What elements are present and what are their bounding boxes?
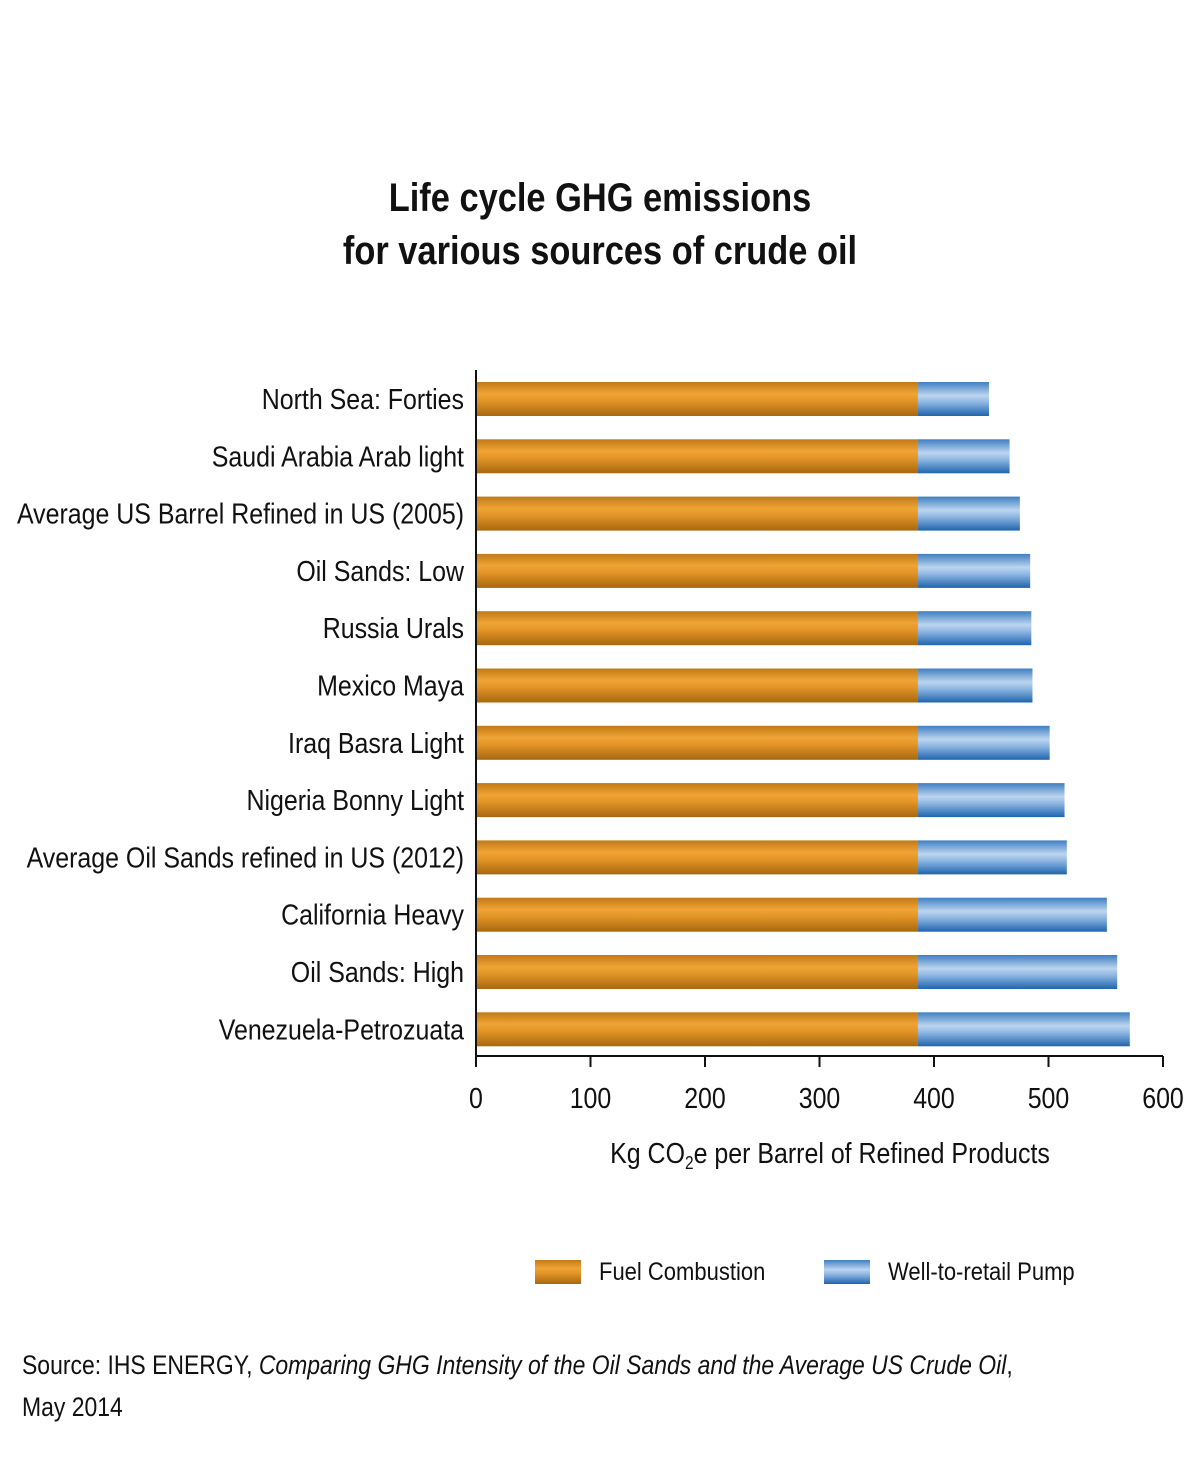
bar-fuel-combustion-oil-sands-low xyxy=(476,553,918,588)
x-tick-label-400: 400 xyxy=(913,1082,955,1114)
bar-fuel-combustion-mexico-maya xyxy=(476,668,918,703)
category-label-nigeria-bonny-light: Nigeria Bonny Light xyxy=(246,784,464,816)
bar-well-to-retail-pump-nigeria-bonny-light xyxy=(917,783,1065,818)
x-axis: 0 100 200 300 400 500 600 xyxy=(469,1055,1184,1114)
bar-well-to-retail-pump-average-oil-sands-refined-in-us-2012 xyxy=(917,840,1067,875)
bar-fuel-combustion-california-heavy xyxy=(476,897,918,932)
bar-chart: North Sea: Forties Saudi Arabia Arab ligh… xyxy=(17,370,1184,1114)
legend-swatch-well-to-retail-pump xyxy=(824,1260,870,1284)
bar-fuel-combustion-russia-urals xyxy=(476,611,918,646)
bar-well-to-retail-pump-oil-sands-low xyxy=(917,553,1031,588)
bar-well-to-retail-pump-north-sea-forties xyxy=(917,382,989,416)
category-labels: North Sea: Forties Saudi Arabia Arab ligh… xyxy=(17,383,465,1045)
x-axis-title-part-1: Kg CO xyxy=(610,1138,685,1170)
bar-fuel-combustion-average-oil-sands-refined-in-us-2012 xyxy=(476,840,918,875)
x-axis-title-part-2: e per Barrel of Refined Products xyxy=(693,1138,1050,1170)
category-label-north-sea-forties: North Sea: Forties xyxy=(262,383,464,415)
category-label-oil-sands-low: Oil Sands: Low xyxy=(296,555,464,587)
x-tick-label-0: 0 xyxy=(469,1082,483,1114)
bar-well-to-retail-pump-saudi-arabia-arab-light xyxy=(917,439,1010,474)
bar-fuel-combustion-saudi-arabia-arab-light xyxy=(476,439,918,474)
bar-fuel-combustion-venezuela-petrozuata xyxy=(476,1012,918,1047)
legend-label-fuel-combustion: Fuel Combustion xyxy=(599,1257,766,1286)
chart-title: Life cycle GHG emissions for various sou… xyxy=(84,172,1116,278)
x-tick-label-500: 500 xyxy=(1028,1082,1070,1114)
legend-label-well-to-retail-pump: Well-to-retail Pump xyxy=(888,1257,1075,1286)
bar-well-to-retail-pump-russia-urals xyxy=(917,611,1032,646)
chart-title-line-2: for various sources of crude oil xyxy=(342,229,858,273)
category-label-oil-sands-high: Oil Sands: High xyxy=(291,956,464,988)
category-label-california-heavy: California Heavy xyxy=(281,899,464,931)
bar-fuel-combustion-nigeria-bonny-light xyxy=(476,783,918,818)
x-tick-label-300: 300 xyxy=(799,1082,841,1114)
bar-well-to-retail-pump-venezuela-petrozuata xyxy=(917,1012,1130,1047)
source-suffix: , xyxy=(1006,1350,1013,1380)
bar-fuel-combustion-iraq-basra-light xyxy=(476,725,918,760)
bar-well-to-retail-pump-average-us-barrel-refined-in-us-2005 xyxy=(917,496,1020,531)
source-line-1: Source: IHS ENERGY, Comparing GHG Intens… xyxy=(22,1344,1025,1386)
source-note: Source: IHS ENERGY, Comparing GHG Intens… xyxy=(22,1344,1025,1428)
bar-fuel-combustion-average-us-barrel-refined-in-us-2005 xyxy=(476,496,918,531)
x-axis-title: Kg CO2e per Barrel of Refined Products xyxy=(529,1138,1131,1174)
source-title: Comparing GHG Intensity of the Oil Sands… xyxy=(258,1350,1007,1380)
bar-well-to-retail-pump-iraq-basra-light xyxy=(917,725,1050,760)
x-axis-title-subscript: 2 xyxy=(684,1153,694,1173)
legend-swatch-fuel-combustion xyxy=(535,1260,581,1284)
x-tick-label-600: 600 xyxy=(1142,1082,1184,1114)
legend-item-fuel-combustion: Fuel Combustion xyxy=(535,1256,788,1288)
x-tick-label-200: 200 xyxy=(684,1082,726,1114)
bars-group xyxy=(476,382,1130,1047)
category-label-average-us-barrel-refined-in-us-2005: Average US Barrel Refined in US (2005) xyxy=(17,498,464,530)
bar-well-to-retail-pump-mexico-maya xyxy=(917,668,1033,703)
category-label-mexico-maya: Mexico Maya xyxy=(317,670,465,702)
category-label-russia-urals: Russia Urals xyxy=(323,612,464,644)
category-label-iraq-basra-light: Iraq Basra Light xyxy=(288,727,464,759)
legend-item-well-to-retail-pump: Well-to-retail Pump xyxy=(824,1256,1100,1288)
bar-fuel-combustion-oil-sands-high xyxy=(476,955,918,989)
bar-fuel-combustion-north-sea-forties xyxy=(476,382,918,416)
x-tick-label-100: 100 xyxy=(570,1082,612,1114)
source-line-2: May 2014 xyxy=(22,1392,123,1422)
category-label-average-oil-sands-refined-in-us-2012: Average Oil Sands refined in US (2012) xyxy=(27,842,464,874)
chart-title-line-1: Life cycle GHG emissions xyxy=(388,176,812,220)
source-prefix: Source: IHS ENERGY, xyxy=(22,1350,259,1380)
bar-well-to-retail-pump-california-heavy xyxy=(917,897,1107,932)
category-label-saudi-arabia-arab-light: Saudi Arabia Arab light xyxy=(212,441,465,473)
category-label-venezuela-petrozuata: Venezuela-Petrozuata xyxy=(219,1014,465,1046)
bar-well-to-retail-pump-oil-sands-high xyxy=(917,955,1118,989)
